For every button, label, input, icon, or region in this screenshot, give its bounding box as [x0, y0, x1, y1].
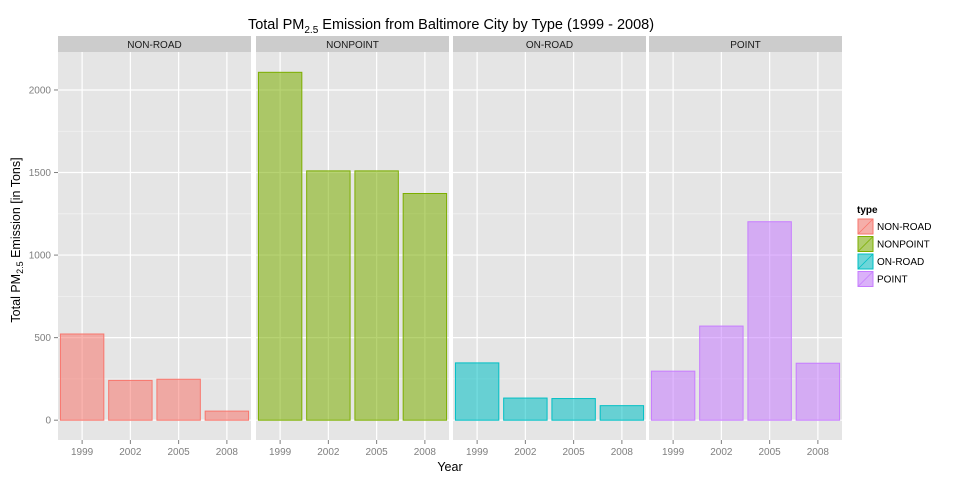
- bar: [599, 405, 645, 421]
- legend: type NON-ROAD NONPOINT ON-ROAD POINT: [856, 205, 931, 288]
- y-axis: 0 500 1000 1500 2000: [29, 85, 58, 427]
- x-axis-label: Year: [437, 460, 462, 474]
- x-tick-label: 2002: [317, 447, 340, 458]
- bar: [551, 398, 596, 421]
- x-tick-label: 2002: [514, 447, 537, 458]
- bar: [503, 397, 548, 421]
- bar: [454, 362, 500, 421]
- legend-key-slash: [857, 218, 874, 235]
- facet-strip-label: ON-ROAD: [526, 40, 573, 51]
- x-tick-label: 1999: [71, 447, 94, 458]
- facet-strip: [58, 36, 251, 52]
- bar: [795, 362, 841, 421]
- bar: [354, 170, 399, 421]
- bar: [699, 325, 744, 421]
- facet-panel-non-road: NON-ROAD 1999 2002 2005 2008: [58, 36, 251, 458]
- x-tick-label: 2008: [414, 447, 437, 458]
- x-tick-label: 1999: [269, 447, 292, 458]
- y-tick-label: 0: [45, 416, 51, 427]
- bar: [257, 71, 303, 421]
- x-tick-label: 2005: [366, 447, 389, 458]
- x-tick-label: 2008: [807, 447, 830, 458]
- legend-key-slash: [857, 236, 874, 252]
- facet-strip-label: NON-ROAD: [127, 40, 181, 51]
- legend-title: type: [857, 205, 878, 216]
- legend-label: NON-ROAD: [877, 222, 931, 233]
- bar: [306, 170, 351, 421]
- x-tick-label: 2002: [119, 447, 142, 458]
- y-tick-label: 1000: [29, 251, 52, 262]
- legend-key-slash: [857, 253, 874, 270]
- facet-strip-label: NONPOINT: [326, 40, 379, 51]
- legend-label: ON-ROAD: [877, 257, 924, 268]
- bar: [108, 379, 153, 421]
- facet-strip-label: POINT: [730, 40, 761, 51]
- facet-strip: [649, 36, 842, 52]
- facet-strip: [256, 36, 449, 52]
- facet-panel-nonpoint: NONPOINT 1999 2002 2005 2008: [256, 36, 449, 458]
- x-tick-label: 2005: [563, 447, 586, 458]
- bar: [204, 410, 250, 421]
- legend-key-slash: [857, 271, 874, 287]
- x-tick-label: 1999: [466, 447, 489, 458]
- chart-title: Total PM2.5 Emission from Baltimore City…: [248, 17, 654, 36]
- facet-strip: [453, 36, 646, 52]
- x-tick-label: 2005: [759, 447, 782, 458]
- bar: [747, 221, 792, 421]
- x-tick-label: 2008: [216, 447, 239, 458]
- x-tick-label: 2002: [710, 447, 733, 458]
- legend-label: NONPOINT: [877, 240, 930, 251]
- facet-panels: NON-ROAD 1999 2002 2005 2008 NONPOINT 1999 2002…: [58, 36, 842, 458]
- x-tick-label: 2005: [168, 447, 191, 458]
- y-tick-label: 500: [34, 333, 51, 344]
- bar: [156, 378, 201, 421]
- y-tick-label: 1500: [29, 168, 52, 179]
- y-tick-label: 2000: [29, 85, 52, 96]
- x-tick-label: 2008: [611, 447, 634, 458]
- y-axis-label: Total PM2.5 Emission [in Tons]: [9, 157, 25, 322]
- facet-panel-on-road: ON-ROAD 1999 2002 2005 2008: [453, 36, 646, 458]
- legend-label: POINT: [877, 275, 908, 286]
- bar: [650, 370, 696, 421]
- bar: [59, 333, 105, 421]
- x-tick-label: 1999: [662, 447, 685, 458]
- bar: [402, 192, 448, 421]
- facet-panel-point: POINT 1999 2002 2005 2008: [649, 36, 842, 458]
